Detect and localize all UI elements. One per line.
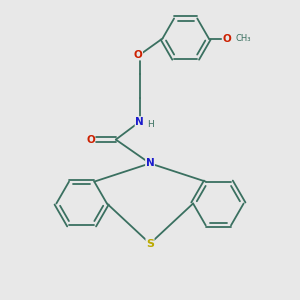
Text: N: N (146, 158, 154, 168)
Text: O: O (86, 135, 95, 145)
Text: H: H (148, 120, 154, 129)
Text: O: O (222, 34, 231, 44)
Text: O: O (134, 50, 142, 60)
Text: N: N (135, 117, 144, 127)
Text: S: S (146, 238, 154, 249)
Text: CH₃: CH₃ (236, 34, 251, 43)
